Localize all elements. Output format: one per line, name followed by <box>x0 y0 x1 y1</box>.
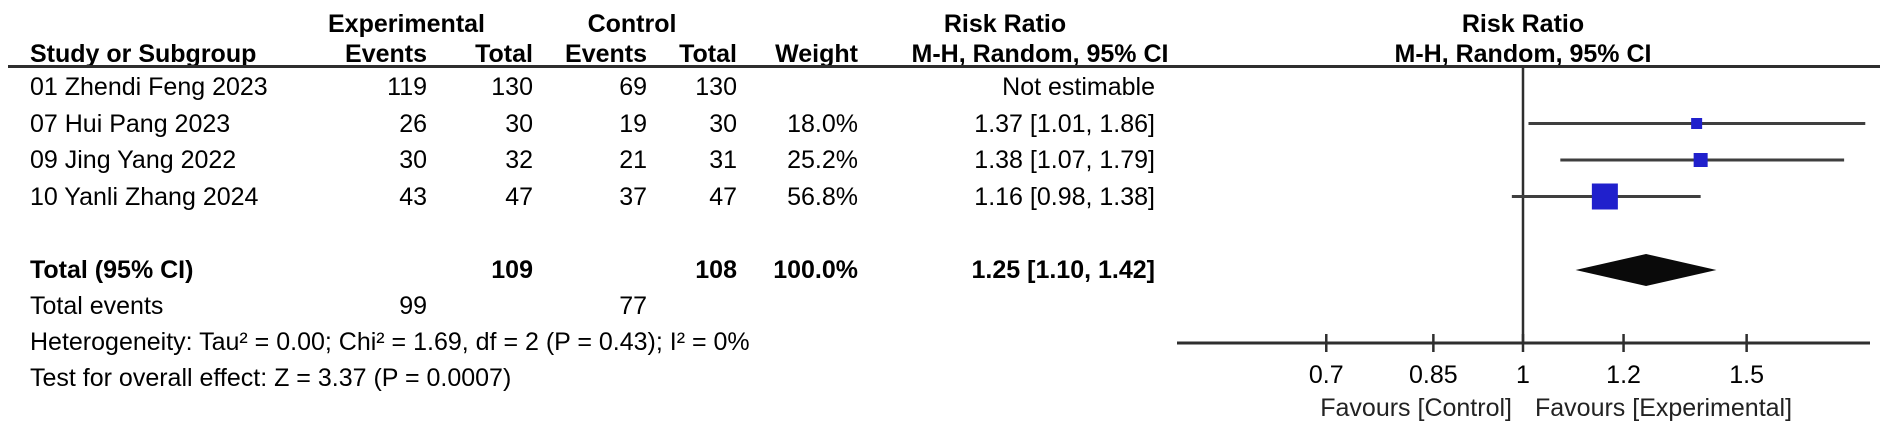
weight-value: 25.2% <box>787 146 858 174</box>
favours-right-label: Favours [Experimental] <box>1535 394 1792 422</box>
axis-tick-label: 1 <box>1516 361 1530 389</box>
total-ci-value: 1.25 [1.10, 1.42] <box>971 256 1155 284</box>
axis-tick-label: 1.5 <box>1729 361 1764 389</box>
total-exp-value: 32 <box>505 146 533 174</box>
events-ctl-value: 69 <box>619 73 647 101</box>
overall-effect-row: Test for overall effect: Z = 3.37 (P = 0… <box>0 360 1901 396</box>
total-exp-value: 47 <box>505 183 533 211</box>
total-exp-sum: 109 <box>491 256 533 284</box>
events-ctl-value: 21 <box>619 146 647 174</box>
table-row: 01 Zhendi Feng 2023 119 130 69 130 Not e… <box>0 69 1901 105</box>
control-group-header: Control <box>587 10 677 38</box>
axis-tick-label: 1.2 <box>1606 361 1641 389</box>
total-ctl-column-header: Total <box>679 40 737 68</box>
header-divider-line <box>8 65 1880 68</box>
ci-value: 1.38 [1.07, 1.79] <box>974 146 1155 174</box>
favours-left-label: Favours [Control] <box>1320 394 1512 422</box>
study-label: 09 Jing Yang 2022 <box>30 146 237 174</box>
study-label: 07 Hui Pang 2023 <box>30 110 231 138</box>
axis-tick-label: 0.7 <box>1309 361 1344 389</box>
ci-value: 1.37 [1.01, 1.86] <box>974 110 1155 138</box>
total-ctl-value: 30 <box>709 110 737 138</box>
ci-plot-column-header: M-H, Random, 95% CI <box>1394 40 1652 68</box>
weight-column-header: Weight <box>775 40 858 68</box>
study-label: 10 Yanli Zhang 2024 <box>30 183 259 211</box>
heterogeneity-text: Heterogeneity: Tau² = 0.00; Chi² = 1.69,… <box>30 328 750 356</box>
effect-square <box>1691 118 1703 129</box>
risk-ratio-text-header: Risk Ratio <box>943 10 1067 38</box>
events-exp-value: 43 <box>399 183 427 211</box>
total-ctl-value: 47 <box>709 183 737 211</box>
total-events-label: Total events <box>30 292 164 320</box>
events-ctl-value: 19 <box>619 110 647 138</box>
axis-tick-label: 0.85 <box>1409 361 1458 389</box>
ci-text-column-header: M-H, Random, 95% CI <box>911 40 1169 68</box>
total-exp-value: 130 <box>491 73 533 101</box>
events-exp-column-header: Events <box>345 40 427 68</box>
table-row: 10 Yanli Zhang 2024 43 47 37 47 56.8% 1.… <box>0 179 1901 215</box>
total-events-ctl: 77 <box>619 292 647 320</box>
total-events-row: Total events 99 77 <box>0 288 1901 324</box>
weight-value: 18.0% <box>787 110 858 138</box>
total-label: Total (95% CI) <box>30 256 194 284</box>
events-ctl-value: 37 <box>619 183 647 211</box>
overall-effect-text: Test for overall effect: Z = 3.37 (P = 0… <box>30 364 512 392</box>
pooled-diamond <box>1575 254 1717 286</box>
total-ctl-value: 130 <box>695 73 737 101</box>
total-weight: 100.0% <box>773 256 858 284</box>
experimental-group-header: Experimental <box>327 10 485 38</box>
risk-ratio-plot-header: Risk Ratio <box>1461 10 1585 38</box>
ci-value: Not estimable <box>1002 73 1155 101</box>
events-ctl-column-header: Events <box>565 40 647 68</box>
column-header-row: Study or Subgroup Events Total Events To… <box>0 36 1901 72</box>
effect-square <box>1591 183 1618 210</box>
events-exp-value: 26 <box>399 110 427 138</box>
events-exp-value: 30 <box>399 146 427 174</box>
total-ctl-value: 31 <box>709 146 737 174</box>
table-row: 07 Hui Pang 2023 26 30 19 30 18.0% 1.37 … <box>0 106 1901 142</box>
ci-value: 1.16 [0.98, 1.38] <box>974 183 1155 211</box>
weight-value: 56.8% <box>787 183 858 211</box>
study-label: 01 Zhendi Feng 2023 <box>30 73 268 101</box>
total-events-exp: 99 <box>399 292 427 320</box>
total-ctl-sum: 108 <box>695 256 737 284</box>
total-exp-value: 30 <box>505 110 533 138</box>
study-column-header: Study or Subgroup <box>30 40 257 68</box>
heterogeneity-row: Heterogeneity: Tau² = 0.00; Chi² = 1.69,… <box>0 324 1901 360</box>
group-header-row: Experimental Control Risk Ratio Risk Rat… <box>0 6 1901 42</box>
total-row: Total (95% CI) 109 108 100.0% 1.25 [1.10… <box>0 252 1901 288</box>
table-row: 09 Jing Yang 2022 30 32 21 31 25.2% 1.38… <box>0 142 1901 178</box>
events-exp-value: 119 <box>387 73 427 101</box>
effect-square <box>1693 153 1708 167</box>
total-exp-column-header: Total <box>475 40 533 68</box>
